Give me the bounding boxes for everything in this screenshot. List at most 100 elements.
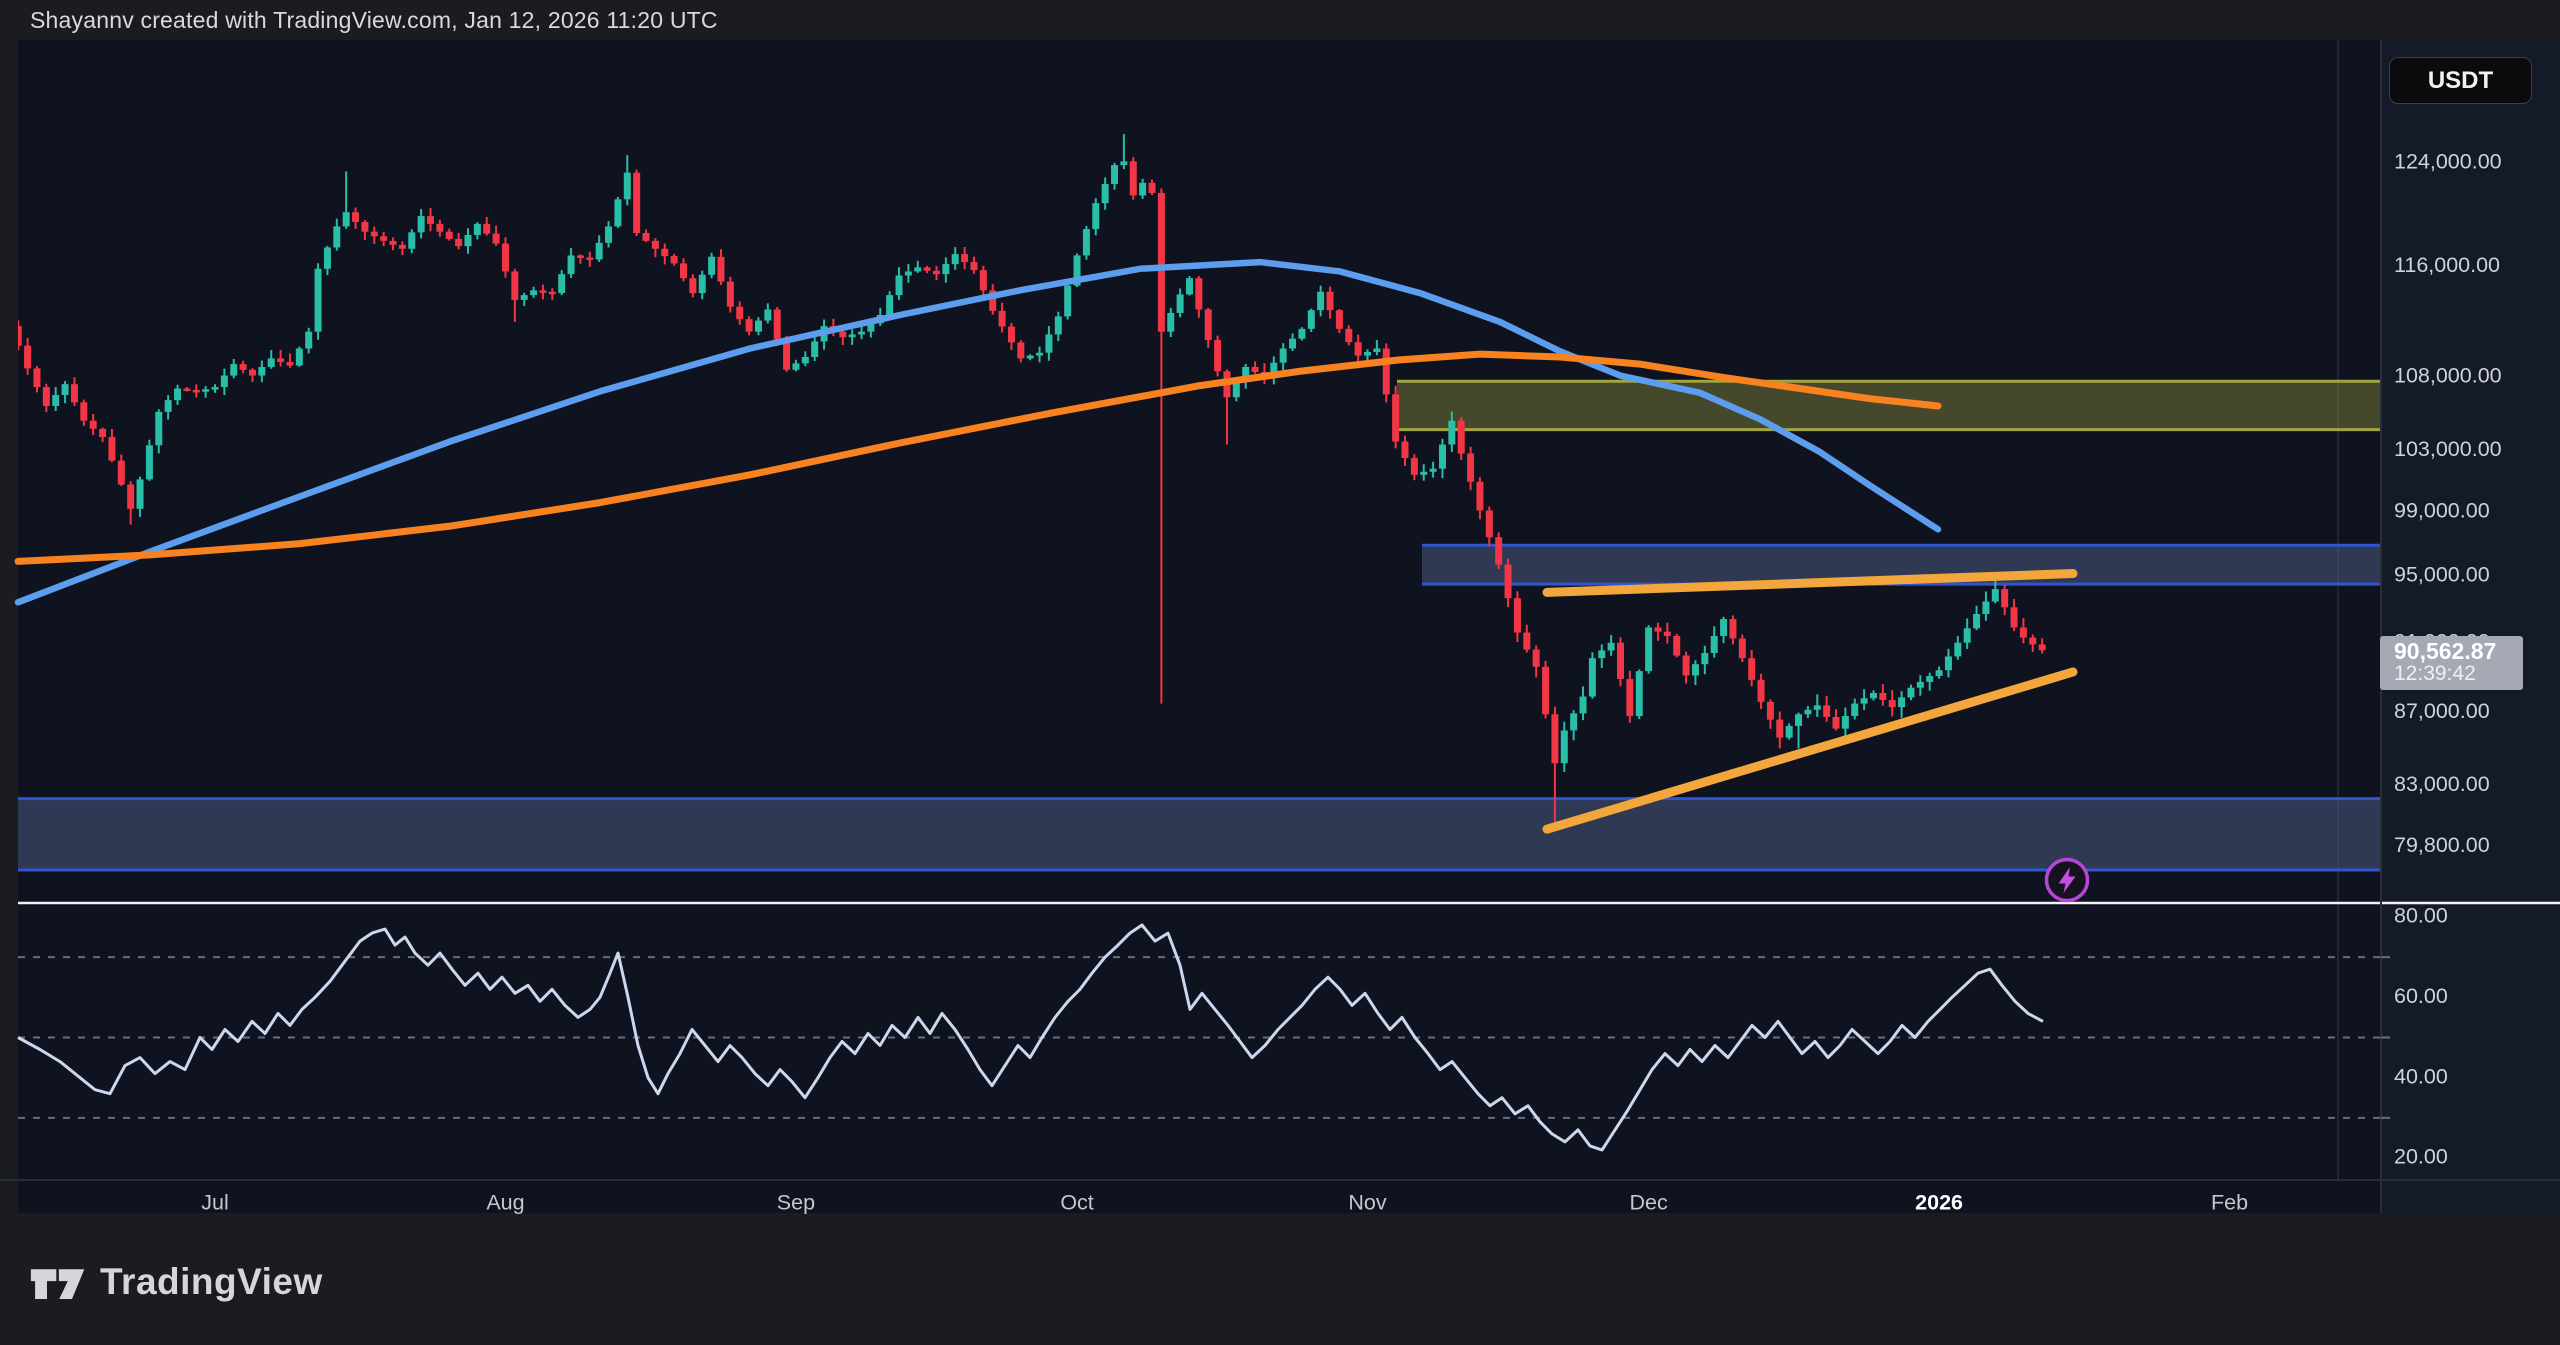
price-tick-label: 95,000.00	[2394, 563, 2490, 587]
candle-body	[801, 356, 809, 364]
candle-body	[1513, 598, 1521, 633]
candle-body	[1232, 382, 1240, 398]
candle-body	[1279, 348, 1287, 363]
ma-fast-blue[interactable]	[14, 258, 1942, 606]
candle-body	[1766, 701, 1774, 720]
candle-body	[183, 388, 191, 392]
candle-body	[914, 267, 922, 272]
candle-body	[1532, 649, 1540, 667]
candle-body	[352, 212, 360, 222]
candle-body	[1588, 658, 1596, 697]
candle-body	[42, 387, 50, 406]
quick-action-bolt-button[interactable]	[2042, 855, 2092, 905]
candle-body	[961, 254, 969, 263]
candle-body	[389, 240, 397, 245]
candle-body	[1195, 278, 1203, 310]
lightning-bolt-icon	[2044, 857, 2090, 903]
candle-body	[1401, 441, 1409, 459]
candle-body	[1926, 676, 1934, 682]
candle-body	[1645, 627, 1653, 672]
candle-body	[1738, 638, 1746, 659]
quote-currency-badge[interactable]: USDT	[2389, 57, 2532, 104]
candle-body	[932, 270, 940, 275]
candle-body	[1485, 510, 1493, 538]
candle-body	[277, 358, 285, 362]
candle-body	[942, 264, 950, 275]
candle-body	[1560, 730, 1568, 764]
candle-body	[511, 271, 519, 300]
rsi-tick-label: 80.00	[2394, 904, 2448, 928]
candle-body	[18, 326, 22, 346]
supply-zone-olive	[1397, 381, 2381, 430]
candle-body	[1663, 631, 1671, 636]
candle-body	[2010, 607, 2018, 628]
candle-body	[1795, 714, 1803, 726]
pennant-upper-trendline[interactable]	[1542, 569, 2078, 597]
candle-body	[586, 257, 594, 260]
candle-body	[595, 242, 603, 260]
candle-body	[52, 395, 60, 406]
candle-body	[408, 232, 416, 249]
pennant-lower-trendline[interactable]	[1542, 667, 2078, 834]
candle-body	[1270, 362, 1278, 377]
candle-body	[1879, 692, 1887, 701]
ma-slow-orange[interactable]	[14, 350, 1942, 565]
tradingview-logo[interactable]: TradingView	[30, 1258, 323, 1306]
candle-body	[1101, 184, 1109, 204]
candle-body	[1673, 635, 1681, 656]
candle-body	[230, 364, 238, 376]
candle-body	[1139, 182, 1147, 196]
chart-attribution-title: Shayannv created with TradingView.com, J…	[30, 7, 718, 33]
candle-body	[708, 256, 716, 275]
candle-body	[792, 363, 800, 370]
candle-body	[1935, 670, 1943, 677]
candle-body	[473, 223, 481, 235]
price-axis-bg[interactable]	[2381, 40, 2560, 1213]
candle-body	[1598, 650, 1606, 659]
candle-body	[858, 331, 866, 335]
candle-body	[951, 254, 959, 265]
main-pane-bg[interactable]	[18, 40, 2381, 1213]
candle-body	[1954, 642, 1962, 657]
candle-body	[361, 221, 369, 232]
candle-body	[145, 445, 153, 480]
candle-body	[1916, 681, 1924, 688]
rsi-axis-labels[interactable]: 80.00 60.00 40.00 20.00	[2394, 904, 2448, 1169]
candle-body	[670, 256, 678, 264]
candle-body	[1364, 352, 1372, 356]
candle-body	[1851, 703, 1859, 717]
candle-body	[1607, 642, 1615, 651]
candle-body	[1092, 203, 1100, 230]
price-axis-labels[interactable]: 124,000.00 116,000.00 108,000.00 103,000.00…	[2394, 149, 2502, 857]
candle-body	[61, 384, 69, 396]
candle-body	[1148, 182, 1156, 193]
candle-body	[1504, 564, 1512, 599]
candle-body	[1570, 713, 1578, 731]
candle-body	[1420, 471, 1428, 475]
candle-body	[1682, 655, 1690, 676]
price-tick-label: 108,000.00	[2394, 364, 2502, 388]
time-tick-Dec: Dec	[1629, 1191, 1667, 1215]
price-zones	[18, 379, 2381, 872]
candle-body	[1167, 312, 1175, 332]
time-tick-Oct: Oct	[1060, 1191, 1093, 1215]
candle-body	[70, 384, 78, 403]
candle-body	[464, 234, 472, 247]
candle-body	[1438, 444, 1446, 469]
candle-body	[979, 270, 987, 291]
candle-body	[1176, 294, 1184, 313]
candle-body	[998, 310, 1006, 327]
candle-body	[1120, 161, 1128, 166]
candle-body	[1073, 255, 1081, 286]
candle-body	[1045, 334, 1053, 353]
time-tick-2026: 2026	[1915, 1191, 1963, 1215]
candle-body	[492, 233, 500, 244]
tradingview-logo-icon	[30, 1269, 85, 1299]
candle-body	[970, 262, 978, 271]
candle-body	[642, 233, 650, 241]
candle-body	[989, 290, 997, 311]
time-axis-labels[interactable]: Jul Aug Sep Oct Nov Dec 2026 Feb	[201, 1191, 2248, 1215]
candle-body	[1963, 628, 1971, 643]
candle-body	[689, 278, 697, 294]
